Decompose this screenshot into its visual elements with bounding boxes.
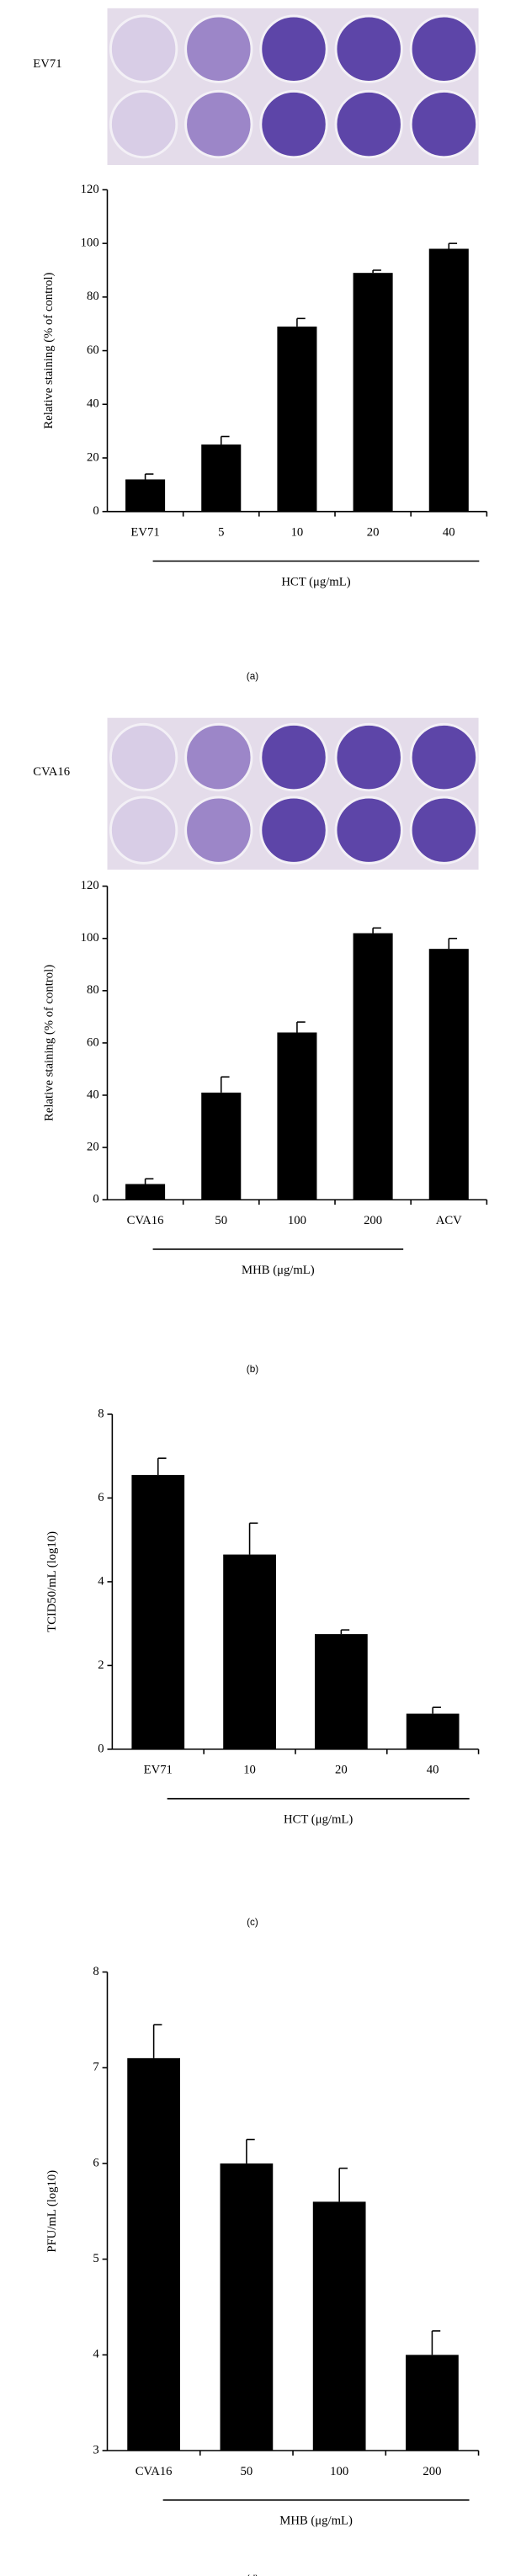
plate-well — [109, 722, 178, 792]
y-tick-label: 6 — [98, 1491, 104, 1504]
plate-well — [409, 722, 479, 792]
bar — [277, 326, 317, 512]
y-axis-label: PFU/mL (log10) — [45, 2170, 59, 2253]
x-tick-label: 100 — [330, 2465, 348, 2478]
y-tick-label: 2 — [98, 1658, 104, 1672]
y-tick-label: 120 — [81, 879, 99, 892]
panel-caption: (c) — [247, 1917, 258, 1928]
bar — [315, 1634, 368, 1749]
group-label: MHB (μg/mL) — [242, 1264, 315, 1277]
y-tick-label: 8 — [98, 1407, 104, 1420]
y-tick-label: 120 — [81, 183, 99, 196]
plate-well — [109, 89, 178, 159]
x-tick-label: 40 — [443, 526, 455, 540]
panel-caption: (a) — [247, 671, 258, 682]
y-tick-label: 40 — [87, 1088, 99, 1101]
bar — [277, 1032, 317, 1200]
x-tick-label: EV71 — [130, 526, 159, 540]
plate-well — [409, 14, 479, 83]
panel-caption: (d) — [247, 2573, 258, 2576]
bar — [353, 273, 393, 512]
plate-well — [409, 89, 479, 159]
y-tick-label: 60 — [87, 1035, 99, 1049]
group-label: HCT (μg/mL) — [281, 575, 350, 588]
y-axis-label: Relative staining (% of control) — [42, 965, 56, 1121]
x-tick-label: 50 — [215, 1214, 227, 1227]
x-tick-label: 200 — [423, 2465, 441, 2478]
x-tick-label: 20 — [335, 1764, 348, 1777]
bar — [201, 444, 242, 512]
y-tick-label: 3 — [93, 2443, 98, 2456]
bar — [131, 1475, 185, 1749]
plate-well — [109, 14, 178, 83]
x-tick-label: 10 — [291, 526, 304, 540]
x-tick-label: 10 — [243, 1764, 256, 1777]
bar — [353, 933, 393, 1200]
plate-well — [259, 796, 328, 865]
bar — [223, 1554, 276, 1749]
bar — [406, 2355, 459, 2451]
plate-label: CVA16 — [33, 765, 70, 779]
bar — [127, 2057, 180, 2451]
bar — [201, 1092, 242, 1200]
y-tick-label: 100 — [81, 931, 99, 945]
y-tick-label: 20 — [87, 450, 99, 464]
y-tick-label: 20 — [87, 1140, 99, 1153]
plate-well — [184, 796, 253, 865]
x-tick-label: 100 — [288, 1214, 306, 1227]
plate-well — [334, 722, 403, 792]
plate-well — [334, 89, 403, 159]
bar — [125, 479, 166, 512]
plate-label: EV71 — [33, 57, 61, 71]
plate-well — [184, 722, 253, 792]
x-tick-label: EV71 — [144, 1764, 173, 1777]
x-tick-label: 20 — [367, 526, 380, 540]
plate-well — [184, 89, 253, 159]
x-tick-label: 50 — [241, 2465, 253, 2478]
bar — [220, 2163, 274, 2451]
x-tick-label: CVA16 — [127, 1214, 164, 1227]
bar — [428, 248, 469, 512]
x-tick-label: ACV — [436, 1214, 462, 1227]
y-axis-label: TCID50/mL (log10) — [45, 1531, 59, 1632]
plate-well — [409, 796, 479, 865]
y-tick-label: 7 — [93, 2061, 98, 2074]
bar — [406, 1713, 460, 1749]
y-tick-label: 0 — [93, 504, 98, 518]
y-tick-label: 80 — [87, 290, 99, 303]
y-tick-label: 4 — [98, 1574, 104, 1588]
plate-well — [184, 14, 253, 83]
y-tick-label: 0 — [93, 1192, 98, 1206]
y-tick-label: 40 — [87, 397, 99, 411]
y-tick-label: 8 — [93, 1965, 98, 1978]
x-tick-label: 5 — [218, 526, 224, 540]
bar — [428, 949, 469, 1200]
y-tick-label: 80 — [87, 983, 99, 997]
group-label: HCT (μg/mL) — [284, 1813, 353, 1827]
panel-caption: (b) — [247, 1364, 258, 1375]
y-tick-label: 60 — [87, 343, 99, 357]
group-label: MHB (μg/mL) — [279, 2515, 353, 2528]
plate-well — [259, 89, 328, 159]
bar — [125, 1184, 166, 1200]
x-tick-label: CVA16 — [136, 2465, 173, 2478]
bar — [312, 2201, 366, 2451]
y-tick-label: 0 — [98, 1742, 104, 1755]
y-tick-label: 100 — [81, 237, 99, 250]
plate-well — [259, 722, 328, 792]
plate-well — [334, 796, 403, 865]
y-axis-label: Relative staining (% of control) — [42, 272, 56, 428]
plate-well — [334, 14, 403, 83]
y-tick-label: 4 — [93, 2348, 99, 2361]
y-tick-label: 5 — [93, 2252, 98, 2265]
x-tick-label: 40 — [427, 1764, 439, 1777]
y-tick-label: 6 — [93, 2156, 98, 2169]
plate-well — [109, 796, 178, 865]
plate-well — [259, 14, 328, 83]
x-tick-label: 200 — [364, 1214, 382, 1227]
